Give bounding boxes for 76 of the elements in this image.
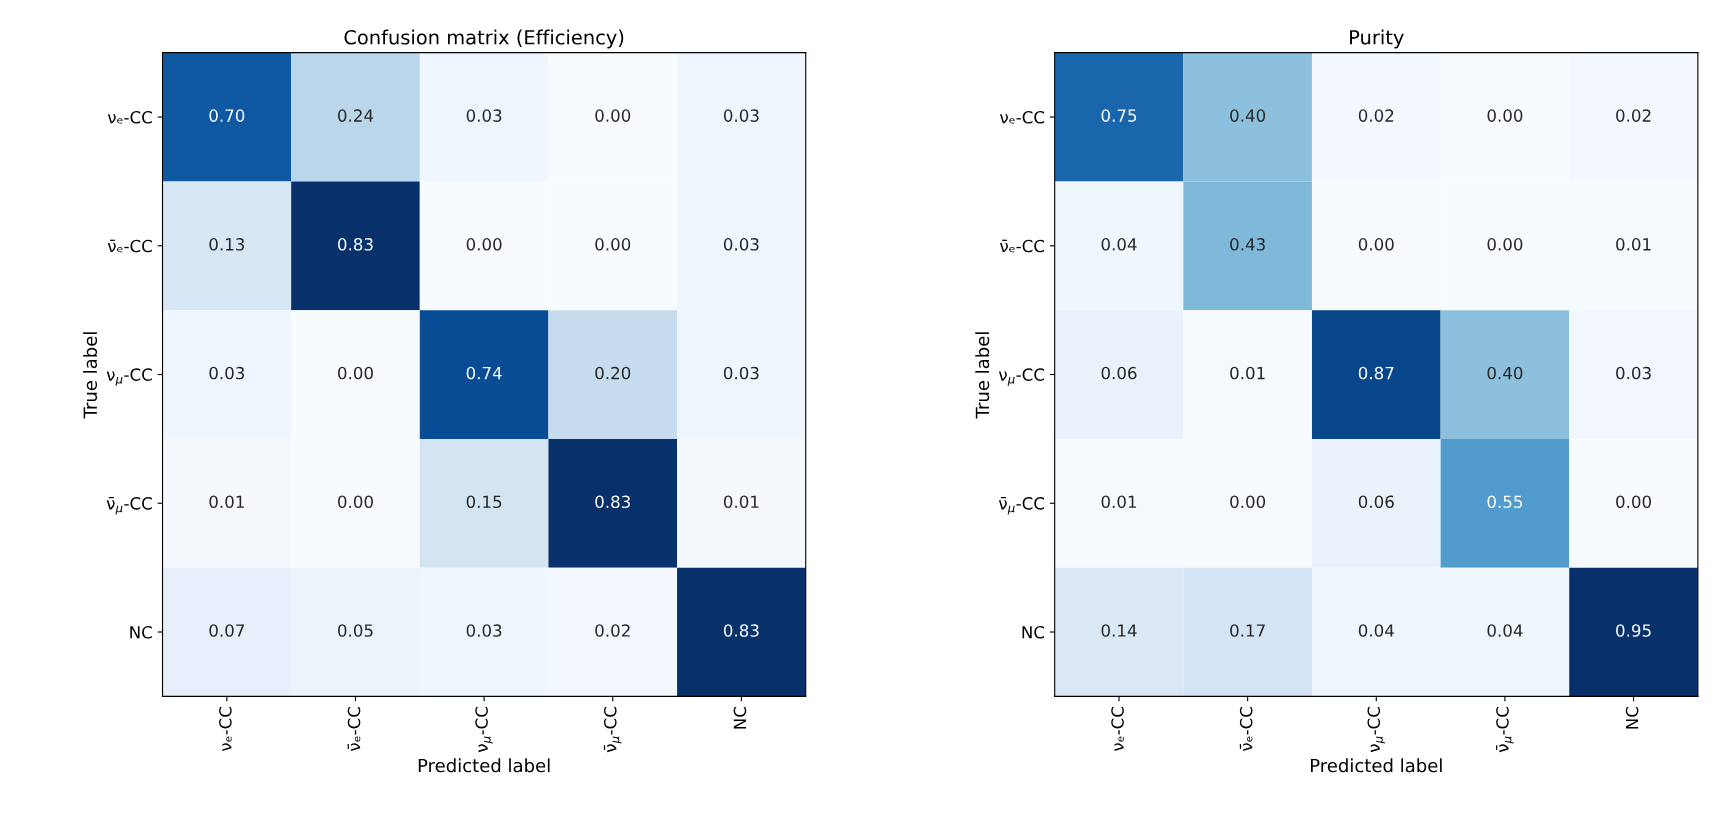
chart-title: Confusion matrix (Efficiency) — [344, 29, 624, 49]
data-label: 0.00 — [466, 238, 502, 251]
x-tick-label: NC — [1625, 707, 1639, 729]
data-label: 0.02 — [1358, 109, 1394, 122]
data-label: 0.00 — [1358, 238, 1394, 251]
data-label: 0.03 — [466, 109, 502, 122]
y-tick-label: ν̄$_{μ}$-CC — [106, 497, 152, 515]
y-axis-title: True label — [975, 332, 990, 419]
data-label: 0.06 — [1358, 495, 1394, 509]
data-label: 0.87 — [1358, 366, 1394, 380]
y-tick-label: ν$_{μ}$-CC — [998, 368, 1045, 386]
x-tick-label: ν$_{μ}$-CC — [1367, 707, 1385, 753]
data-label: 0.83 — [595, 495, 630, 509]
data-label: 0.00 — [1616, 495, 1652, 509]
x-tick-label: NC — [733, 707, 747, 729]
data-label: 0.01 — [723, 495, 759, 509]
y-tick-label: νₑ-CC — [1000, 111, 1045, 124]
chart-title: Purity — [1350, 29, 1404, 49]
data-label: 0.95 — [1616, 624, 1651, 637]
data-label: 0.15 — [466, 495, 502, 509]
data-label: 0.75 — [1101, 109, 1137, 122]
data-label: 0.00 — [1487, 109, 1523, 122]
data-label: 0.55 — [1487, 495, 1523, 509]
y-tick-label: NC — [1022, 625, 1045, 639]
x-tick-label: νₑ-CC — [1111, 707, 1124, 752]
data-label: 0.00 — [595, 238, 631, 251]
data-label: 0.00 — [595, 109, 631, 122]
data-label: 0.43 — [1230, 238, 1265, 251]
data-label: 0.04 — [1487, 624, 1523, 637]
data-label: 0.24 — [338, 109, 374, 122]
x-tick-label: νₑ-CC — [219, 707, 232, 752]
data-label: 0.01 — [1101, 495, 1137, 509]
data-label: 0.03 — [209, 366, 245, 380]
data-label: 0.03 — [723, 366, 759, 380]
x-tick-label: ν̄ₑ-CC — [347, 707, 361, 752]
data-label: 0.03 — [723, 109, 759, 122]
y-tick-label: ν̄ₑ-CC — [1000, 239, 1045, 253]
data-label: 0.83 — [723, 624, 759, 637]
data-label: 0.06 — [1101, 366, 1137, 380]
data-label: 0.83 — [338, 238, 373, 251]
data-label: 0.05 — [338, 624, 373, 637]
x-tick-label: ν̄$_{μ}$-CC — [1496, 707, 1514, 753]
data-label: 0.02 — [1616, 109, 1651, 122]
y-tick-label: ν̄$_{μ}$-CC — [998, 497, 1045, 515]
y-axis-title: True label — [83, 332, 98, 419]
data-label: 0.03 — [1616, 366, 1651, 380]
data-label: 0.20 — [595, 366, 631, 380]
data-label: 0.70 — [209, 109, 245, 122]
y-tick-label: ν$_{μ}$-CC — [106, 368, 152, 386]
x-axis-title: Predicted label — [418, 758, 550, 773]
data-label: 0.00 — [338, 495, 373, 509]
data-label: 0.00 — [338, 366, 373, 380]
x-axis-title: Predicted label — [1310, 758, 1442, 773]
data-label: 0.04 — [1101, 238, 1137, 251]
data-label: 0.17 — [1230, 624, 1265, 637]
data-label: 0.03 — [723, 238, 759, 251]
data-label: 0.74 — [466, 366, 502, 380]
data-label: 0.04 — [1358, 624, 1394, 637]
data-label: 0.01 — [1616, 238, 1651, 251]
x-tick-label: ν$_{μ}$-CC — [475, 707, 493, 753]
y-tick-label: ν̄ₑ-CC — [107, 239, 152, 253]
data-label: 0.00 — [1487, 238, 1523, 251]
data-label: 0.07 — [209, 624, 244, 637]
data-label: 0.01 — [209, 495, 244, 509]
y-tick-label: NC — [130, 625, 152, 639]
data-label: 0.02 — [595, 624, 630, 637]
x-tick-label: ν̄$_{μ}$-CC — [603, 707, 622, 753]
data-label: 0.40 — [1487, 366, 1523, 380]
data-label: 0.40 — [1230, 109, 1266, 122]
y-tick-label: νₑ-CC — [107, 111, 152, 124]
x-tick-label: ν̄ₑ-CC — [1239, 707, 1253, 752]
data-label: 0.01 — [1230, 366, 1265, 380]
data-label: 0.14 — [1101, 624, 1137, 637]
data-label: 0.03 — [466, 624, 502, 637]
data-label: 0.13 — [209, 238, 245, 251]
data-label: 0.00 — [1230, 495, 1266, 509]
